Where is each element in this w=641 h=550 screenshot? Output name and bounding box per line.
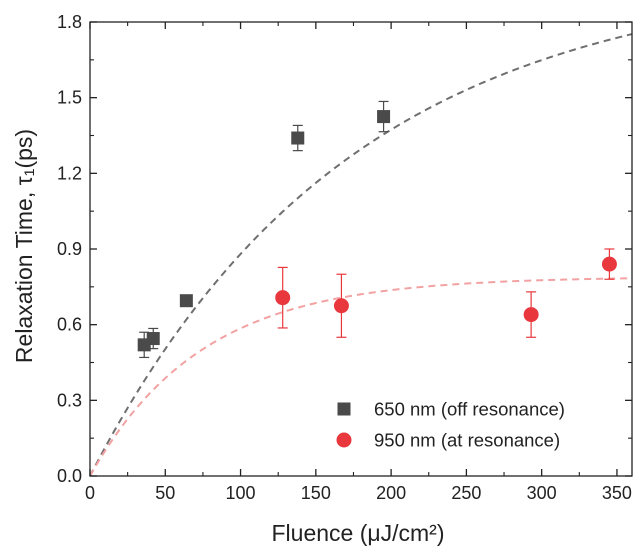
x-tick-label: 300 (527, 483, 557, 503)
y-tick-label: 0.9 (57, 239, 82, 259)
y-tick-label: 1.5 (57, 88, 82, 108)
legend-marker-circle (336, 432, 352, 448)
data-point-square (179, 294, 193, 308)
y-tick-label: 0.3 (57, 390, 82, 410)
fit-curve (89, 277, 633, 477)
data-point-circle (275, 290, 291, 306)
data-point-circle (333, 298, 349, 314)
y-tick-label: 1.8 (57, 12, 82, 32)
data-point-circle (601, 256, 617, 272)
x-tick-label: 0 (85, 483, 95, 503)
legend: 650 nm (off resonance) 950 nm (at resonan… (336, 399, 565, 451)
legend-marker-square (337, 402, 351, 416)
data-points (137, 100, 617, 359)
x-tick-label: 350 (602, 483, 632, 503)
x-tick-label: 100 (226, 483, 256, 503)
x-tick-label: 150 (301, 483, 331, 503)
fit-curve (89, 33, 633, 477)
x-tick-label: 50 (155, 483, 175, 503)
data-point-square (146, 332, 160, 346)
x-tick-label: 250 (451, 483, 481, 503)
fit-curves (89, 33, 633, 477)
data-point-square (377, 110, 391, 124)
y-tick-label: 1.2 (57, 163, 82, 183)
legend-label: 650 nm (off resonance) (374, 399, 565, 420)
y-axis-title: Relaxation Time, τ₁(ps) (11, 129, 37, 363)
y-tick-label: 0.6 (57, 315, 82, 335)
axes: 0 50 100 150 200 250 300 350 0.0 0.3 0.6 0.9 1.2 1.5 1… (57, 12, 633, 503)
x-tick-label: 200 (376, 483, 406, 503)
y-tick-label: 0.0 (57, 466, 82, 486)
legend-label: 950 nm (at resonance) (374, 430, 560, 451)
x-axis-title: Fluence (μJ/cm²) (272, 520, 445, 546)
data-point-square (291, 131, 305, 145)
data-point-circle (523, 307, 539, 323)
